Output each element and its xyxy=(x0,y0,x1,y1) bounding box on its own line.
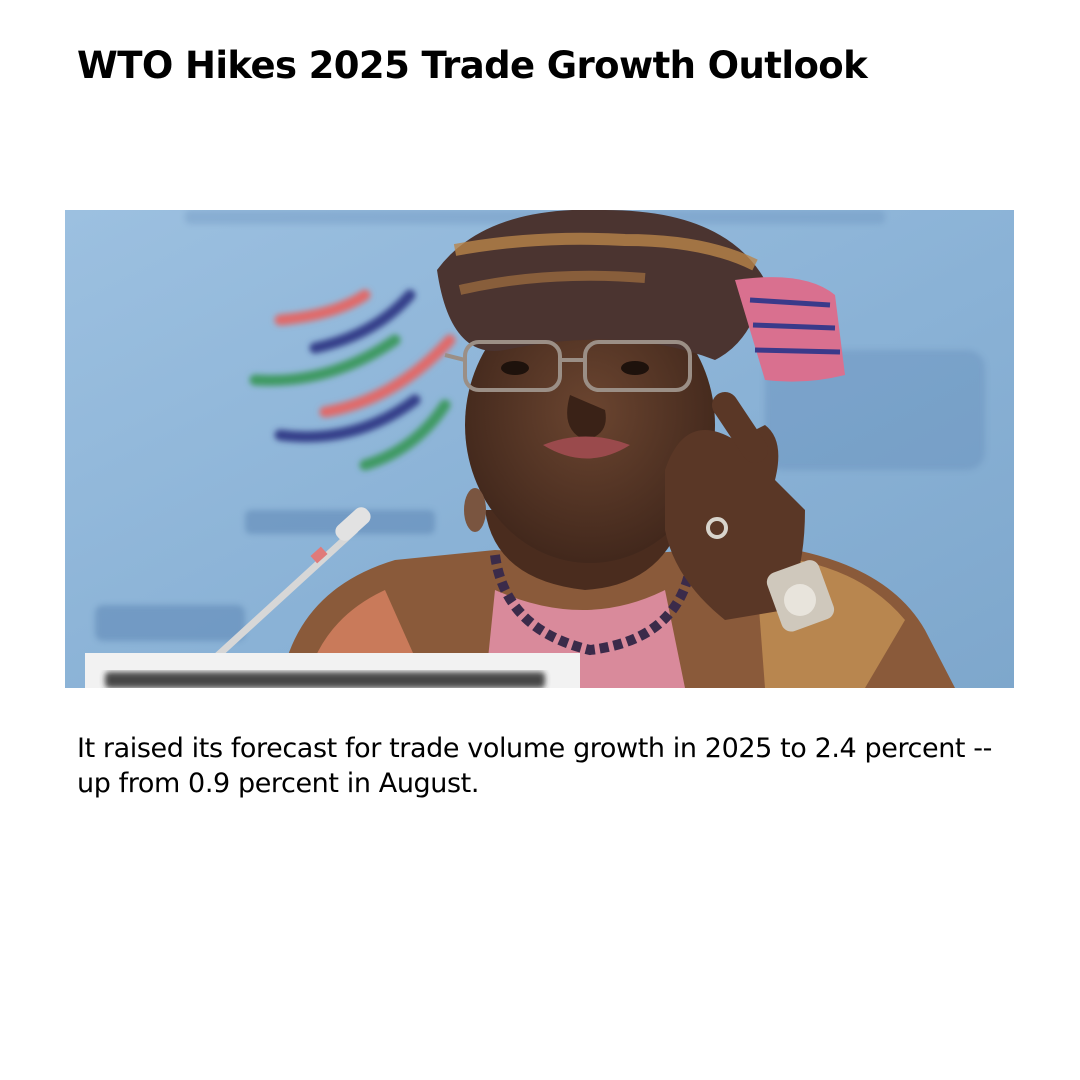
glasses xyxy=(444,340,692,392)
speaker-illustration xyxy=(65,210,1014,688)
caption-text: It raised its forecast for trade volume … xyxy=(77,733,992,799)
earring xyxy=(464,488,486,532)
right-eye xyxy=(621,361,649,375)
microphone-icon xyxy=(211,507,371,662)
backdrop-lettering xyxy=(95,210,985,641)
head-wrap xyxy=(437,210,845,382)
headline: WTO Hikes 2025 Trade Growth Outlook xyxy=(77,44,868,87)
wto-logo-icon xyxy=(249,289,456,471)
mouth xyxy=(543,436,630,459)
necklace xyxy=(490,554,695,656)
news-photo xyxy=(65,210,1014,688)
raised-hand xyxy=(665,392,835,632)
left-eye xyxy=(501,361,529,375)
name-plate xyxy=(85,653,580,688)
nose xyxy=(567,395,606,440)
